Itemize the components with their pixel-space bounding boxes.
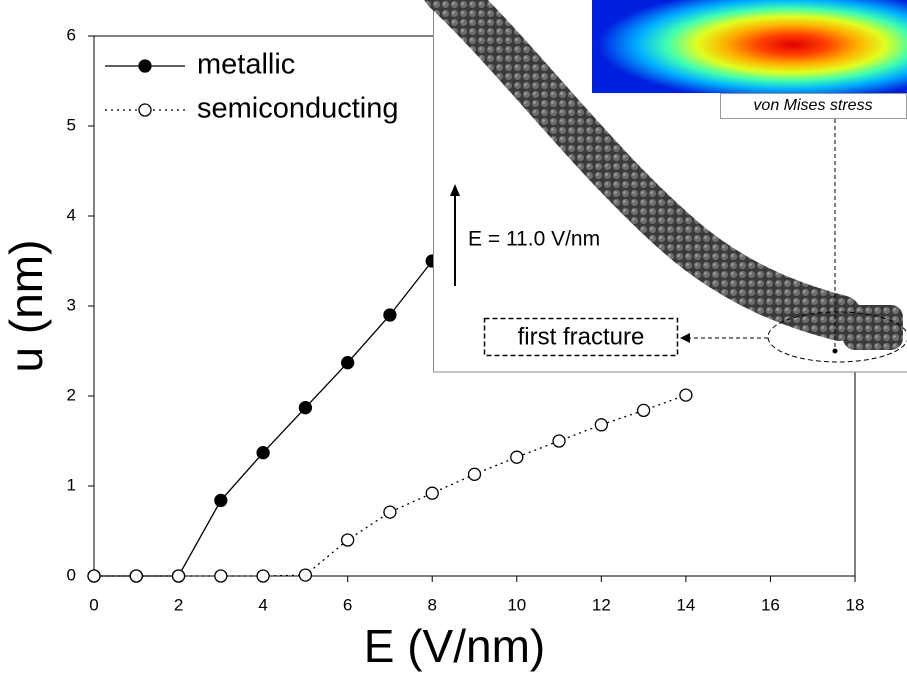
data-point: [469, 468, 481, 480]
x-tick-label: 6: [343, 595, 352, 614]
series-line: [94, 261, 432, 576]
data-point: [384, 309, 396, 321]
data-point: [426, 487, 438, 499]
data-point: [88, 570, 100, 582]
data-point: [215, 494, 227, 506]
data-point: [257, 447, 269, 459]
x-tick-label: 12: [592, 595, 611, 614]
legend-label: semiconducting: [197, 93, 399, 125]
y-tick-label: 3: [67, 295, 76, 314]
stress-label: von Mises stress: [753, 97, 872, 114]
x-tick-label: 16: [761, 595, 780, 614]
y-tick-label: 5: [67, 115, 76, 134]
data-point: [299, 402, 311, 414]
data-point: [215, 570, 227, 582]
y-tick-label: 2: [67, 385, 76, 404]
x-tick-label: 18: [846, 595, 865, 614]
x-tick-label: 8: [427, 595, 436, 614]
data-point: [511, 451, 523, 463]
stress-map: [592, 0, 907, 93]
page: 0246810121416180123456E (V/nm)u (nm)meta…: [0, 0, 907, 681]
nanotube-fragment: [843, 305, 903, 350]
data-point: [342, 357, 354, 369]
data-point: [638, 404, 650, 416]
data-point: [173, 570, 185, 582]
data-point: [680, 389, 692, 401]
chart: 0246810121416180123456E (V/nm)u (nm)meta…: [0, 0, 907, 681]
data-point: [257, 570, 269, 582]
fracture-label: first fracture: [518, 323, 645, 350]
x-tick-label: 14: [676, 595, 695, 614]
data-point: [384, 506, 396, 518]
legend-label: metallic: [197, 49, 295, 81]
y-axis-label: u (nm): [0, 240, 52, 373]
legend-marker: [139, 104, 151, 116]
x-axis-label: E (V/nm): [364, 620, 545, 672]
y-tick-label: 4: [67, 205, 76, 224]
x-tick-label: 10: [507, 595, 526, 614]
y-tick-label: 0: [67, 565, 76, 584]
data-point: [595, 419, 607, 431]
data-point: [130, 570, 142, 582]
data-point: [299, 569, 311, 581]
field-label: E = 11.0 V/nm: [468, 228, 600, 251]
y-tick-label: 6: [67, 25, 76, 44]
legend-marker: [139, 60, 151, 72]
data-point: [342, 534, 354, 546]
stress-point: [833, 349, 838, 354]
x-tick-label: 4: [258, 595, 267, 614]
y-tick-label: 1: [67, 475, 76, 494]
x-tick-label: 2: [174, 595, 183, 614]
inset: von Mises stress E = 11.0 V/nm first fra…: [434, 0, 907, 372]
x-tick-label: 0: [89, 595, 98, 614]
data-point: [553, 435, 565, 447]
